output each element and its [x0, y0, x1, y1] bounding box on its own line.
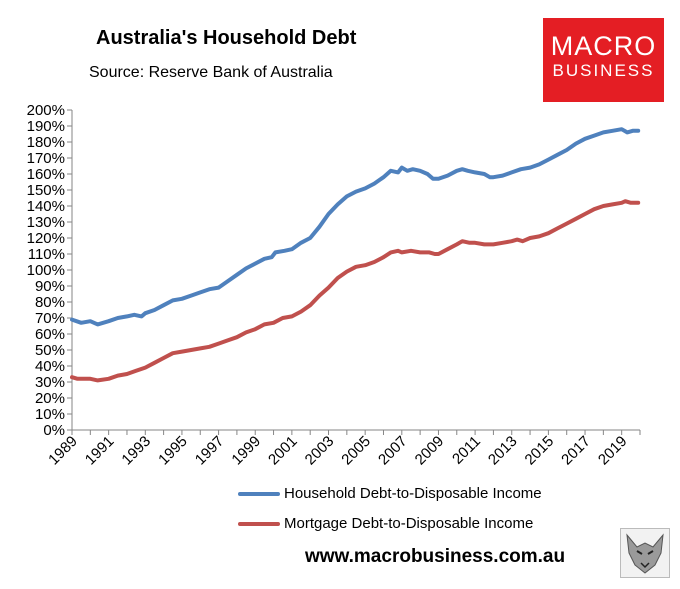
x-tick-label: 1993 [118, 433, 154, 469]
x-tick-label: 1995 [155, 433, 191, 469]
y-tick-label: 80% [35, 294, 65, 311]
y-tick-label: 130% [27, 214, 65, 231]
x-tick-label: 1999 [228, 433, 264, 469]
y-tick-label: 10% [35, 406, 65, 423]
x-tick-label: 1997 [192, 433, 228, 469]
y-tick-label: 140% [27, 198, 65, 215]
y-tick-label: 50% [35, 342, 65, 359]
legend-item-household: Household Debt-to-Disposable Income [238, 485, 542, 502]
legend-swatch-mortgage [238, 521, 280, 526]
y-tick-label: 180% [27, 134, 65, 151]
y-tick-label: 100% [27, 262, 65, 279]
x-tick-label: 2001 [265, 433, 301, 469]
x-tick-label: 2003 [302, 433, 338, 469]
x-tick-label: 2007 [375, 433, 411, 469]
x-tick-label: 2019 [595, 433, 631, 469]
y-tick-label: 160% [27, 166, 65, 183]
y-tick-label: 30% [35, 374, 65, 391]
y-tick-label: 110% [28, 246, 65, 263]
y-tick-label: 70% [35, 310, 65, 327]
y-tick-label: 120% [27, 230, 65, 247]
website-link[interactable]: www.macrobusiness.com.au [305, 546, 566, 567]
legend-label-household: Household Debt-to-Disposable Income [284, 485, 542, 502]
y-tick-label: 60% [35, 326, 65, 343]
y-tick-label: 40% [35, 358, 65, 375]
y-tick-label: 200% [27, 102, 65, 119]
chart-title: Australia's Household Debt [96, 27, 357, 49]
x-tick-label: 1991 [82, 433, 118, 469]
x-tick-label: 2013 [485, 433, 521, 469]
legend-item-mortgage: Mortgage Debt-to-Disposable Income [238, 515, 533, 532]
y-tick-label: 0% [43, 422, 65, 439]
x-tick-label: 2005 [338, 433, 374, 469]
series-line-mortgage [70, 199, 641, 383]
macrobusiness-logo: MACRO BUSINESS [543, 18, 664, 102]
series-line-household [70, 127, 641, 327]
logo-line-2: BUSINESS [552, 61, 655, 80]
x-tick-label: 2015 [522, 433, 558, 469]
y-tick-label: 90% [35, 278, 65, 295]
y-tick-label: 20% [35, 390, 65, 407]
y-tick-label: 170% [27, 150, 65, 167]
y-tick-label: 190% [27, 118, 65, 135]
x-tick-label: 2017 [558, 433, 594, 469]
legend-swatch-household [238, 491, 280, 496]
y-tick-label: 150% [27, 182, 65, 199]
x-axis: 1989 1991 1993 1995 1997 1999 2001 2003 2005 2007… [45, 429, 641, 469]
logo-line-1: MACRO [550, 31, 657, 61]
legend-label-mortgage: Mortgage Debt-to-Disposable Income [284, 515, 534, 532]
x-tick-label: 2011 [449, 433, 484, 468]
fox-mascot-icon [620, 528, 670, 578]
series-lines [70, 127, 641, 383]
chart-subtitle: Source: Reserve Bank of Australia [89, 64, 333, 81]
y-axis: 0%10%20%30%40%50%60%70%80%90%100%110%120… [27, 102, 73, 439]
x-tick-label: 2009 [412, 433, 448, 469]
